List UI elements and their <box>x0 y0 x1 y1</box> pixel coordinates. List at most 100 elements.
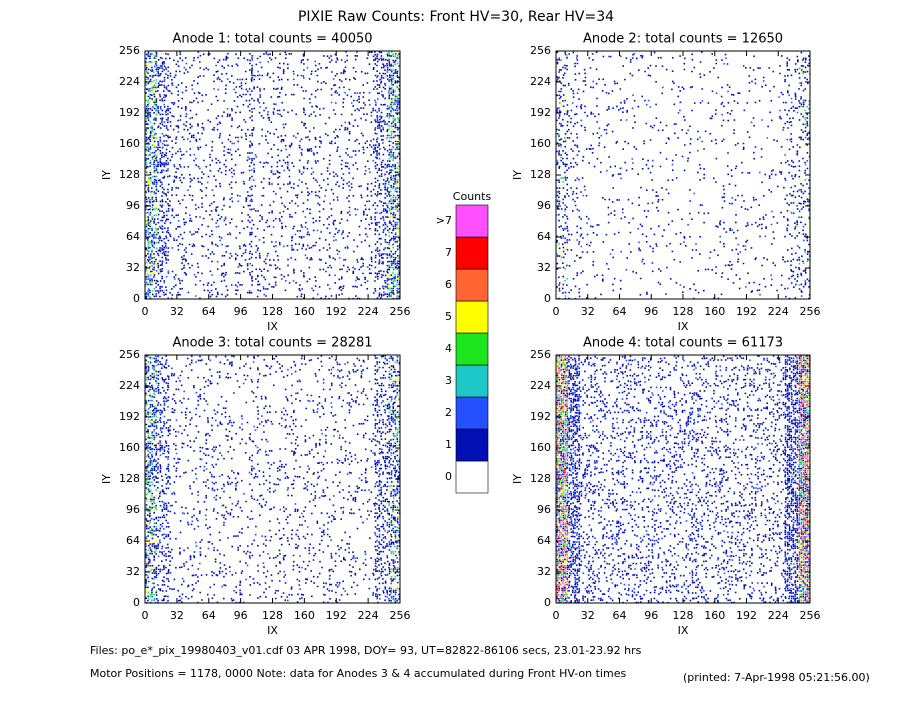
x-tick-label: 0 <box>142 609 149 622</box>
colorbar-swatch <box>455 332 489 366</box>
footer-motor: Motor Positions = 1178, 0000 Note: data … <box>90 667 626 680</box>
x-axis-label: IX <box>267 624 278 637</box>
x-tick-label: 192 <box>736 305 757 318</box>
page-title: PIXIE Raw Counts: Front HV=30, Rear HV=3… <box>298 9 614 25</box>
y-tick-label: 224 <box>119 379 140 392</box>
colorbar-label: 1 <box>445 438 452 451</box>
x-tick-label: 64 <box>202 609 216 622</box>
x-tick-label: 64 <box>613 305 627 318</box>
x-tick-label: 128 <box>262 609 283 622</box>
y-tick-label: 96 <box>126 199 140 212</box>
colorbar-label: 5 <box>445 310 452 323</box>
y-tick-label: 32 <box>537 565 551 578</box>
y-tick-label: 0 <box>133 292 140 305</box>
x-tick-label: 256 <box>800 305 821 318</box>
x-tick-label: 0 <box>553 609 560 622</box>
x-tick-label: 224 <box>768 609 789 622</box>
colorbar-swatch <box>455 268 489 302</box>
x-tick-label: 32 <box>170 609 184 622</box>
colorbar-swatch <box>455 428 489 462</box>
y-tick-label: 256 <box>119 44 140 57</box>
y-tick-label: 96 <box>537 199 551 212</box>
y-tick-label: 64 <box>537 230 551 243</box>
y-tick-label: 0 <box>544 596 551 609</box>
x-tick-label: 192 <box>736 609 757 622</box>
x-tick-label: 96 <box>234 305 248 318</box>
count-texture <box>145 355 401 604</box>
x-tick-label: 96 <box>234 609 248 622</box>
y-tick-label: 160 <box>119 441 140 454</box>
y-tick-label: 224 <box>530 379 551 392</box>
colorbar-label: 7 <box>445 246 452 259</box>
x-tick-label: 224 <box>358 305 379 318</box>
y-tick-label: 128 <box>119 168 140 181</box>
y-tick-label: 160 <box>119 137 140 150</box>
y-tick-label: 192 <box>530 106 551 119</box>
y-tick-label: 96 <box>126 503 140 516</box>
colorbar-title: Counts <box>453 190 492 203</box>
panel-title: Anode 4: total counts = 61173 <box>583 336 783 351</box>
y-tick-label: 96 <box>537 503 551 516</box>
y-tick-label: 192 <box>119 410 140 423</box>
y-axis-label: IY <box>100 474 113 484</box>
y-tick-label: 256 <box>530 44 551 57</box>
x-tick-label: 160 <box>704 305 725 318</box>
colorbar-swatch <box>455 396 489 430</box>
x-tick-label: 32 <box>170 305 184 318</box>
footer-printed: (printed: 7-Apr-1998 05:21:56.00) <box>683 671 870 684</box>
y-tick-label: 128 <box>530 472 551 485</box>
y-tick-label: 0 <box>133 596 140 609</box>
colorbar-label: >7 <box>436 214 452 227</box>
x-tick-label: 160 <box>294 609 315 622</box>
y-tick-label: 64 <box>126 230 140 243</box>
x-tick-label: 224 <box>358 609 379 622</box>
x-tick-label: 96 <box>644 305 658 318</box>
y-tick-label: 64 <box>126 534 140 547</box>
x-tick-label: 128 <box>262 305 283 318</box>
panel-title: Anode 1: total counts = 40050 <box>172 32 372 47</box>
x-tick-label: 256 <box>800 609 821 622</box>
colorbar-label: 6 <box>445 278 452 291</box>
y-tick-label: 224 <box>119 75 140 88</box>
colorbar-label: 0 <box>445 470 452 483</box>
x-tick-label: 0 <box>553 305 560 318</box>
colorbar-swatch <box>455 300 489 334</box>
y-tick-label: 64 <box>537 534 551 547</box>
y-tick-label: 32 <box>537 261 551 274</box>
count-texture <box>556 51 811 300</box>
x-tick-label: 128 <box>673 305 694 318</box>
y-tick-label: 256 <box>119 348 140 361</box>
x-tick-label: 256 <box>390 305 411 318</box>
y-tick-label: 0 <box>544 292 551 305</box>
y-axis-label: IY <box>511 474 524 484</box>
y-tick-label: 128 <box>119 472 140 485</box>
y-tick-label: 32 <box>126 565 140 578</box>
colorbar-label: 3 <box>445 374 452 387</box>
x-tick-label: 160 <box>704 609 725 622</box>
y-tick-label: 224 <box>530 75 551 88</box>
x-tick-label: 32 <box>581 609 595 622</box>
colorbar-swatch <box>455 204 489 238</box>
x-tick-label: 192 <box>326 609 347 622</box>
y-axis-label: IY <box>511 170 524 180</box>
y-tick-label: 32 <box>126 261 140 274</box>
colorbar-label: 4 <box>445 342 452 355</box>
colorbar-swatch <box>455 236 489 270</box>
x-axis-label: IX <box>267 320 278 333</box>
x-tick-label: 32 <box>581 305 595 318</box>
x-tick-label: 96 <box>644 609 658 622</box>
x-tick-label: 224 <box>768 305 789 318</box>
x-tick-label: 128 <box>673 609 694 622</box>
y-tick-label: 256 <box>530 348 551 361</box>
x-tick-label: 256 <box>390 609 411 622</box>
colorbar-swatch <box>455 460 489 494</box>
panel-title: Anode 3: total counts = 28281 <box>172 336 372 351</box>
y-tick-label: 128 <box>530 168 551 181</box>
count-texture <box>556 355 811 604</box>
y-tick-label: 192 <box>119 106 140 119</box>
x-tick-label: 64 <box>202 305 216 318</box>
y-tick-label: 192 <box>530 410 551 423</box>
x-tick-label: 64 <box>613 609 627 622</box>
colorbar-swatch <box>455 364 489 398</box>
x-axis-label: IX <box>678 624 689 637</box>
